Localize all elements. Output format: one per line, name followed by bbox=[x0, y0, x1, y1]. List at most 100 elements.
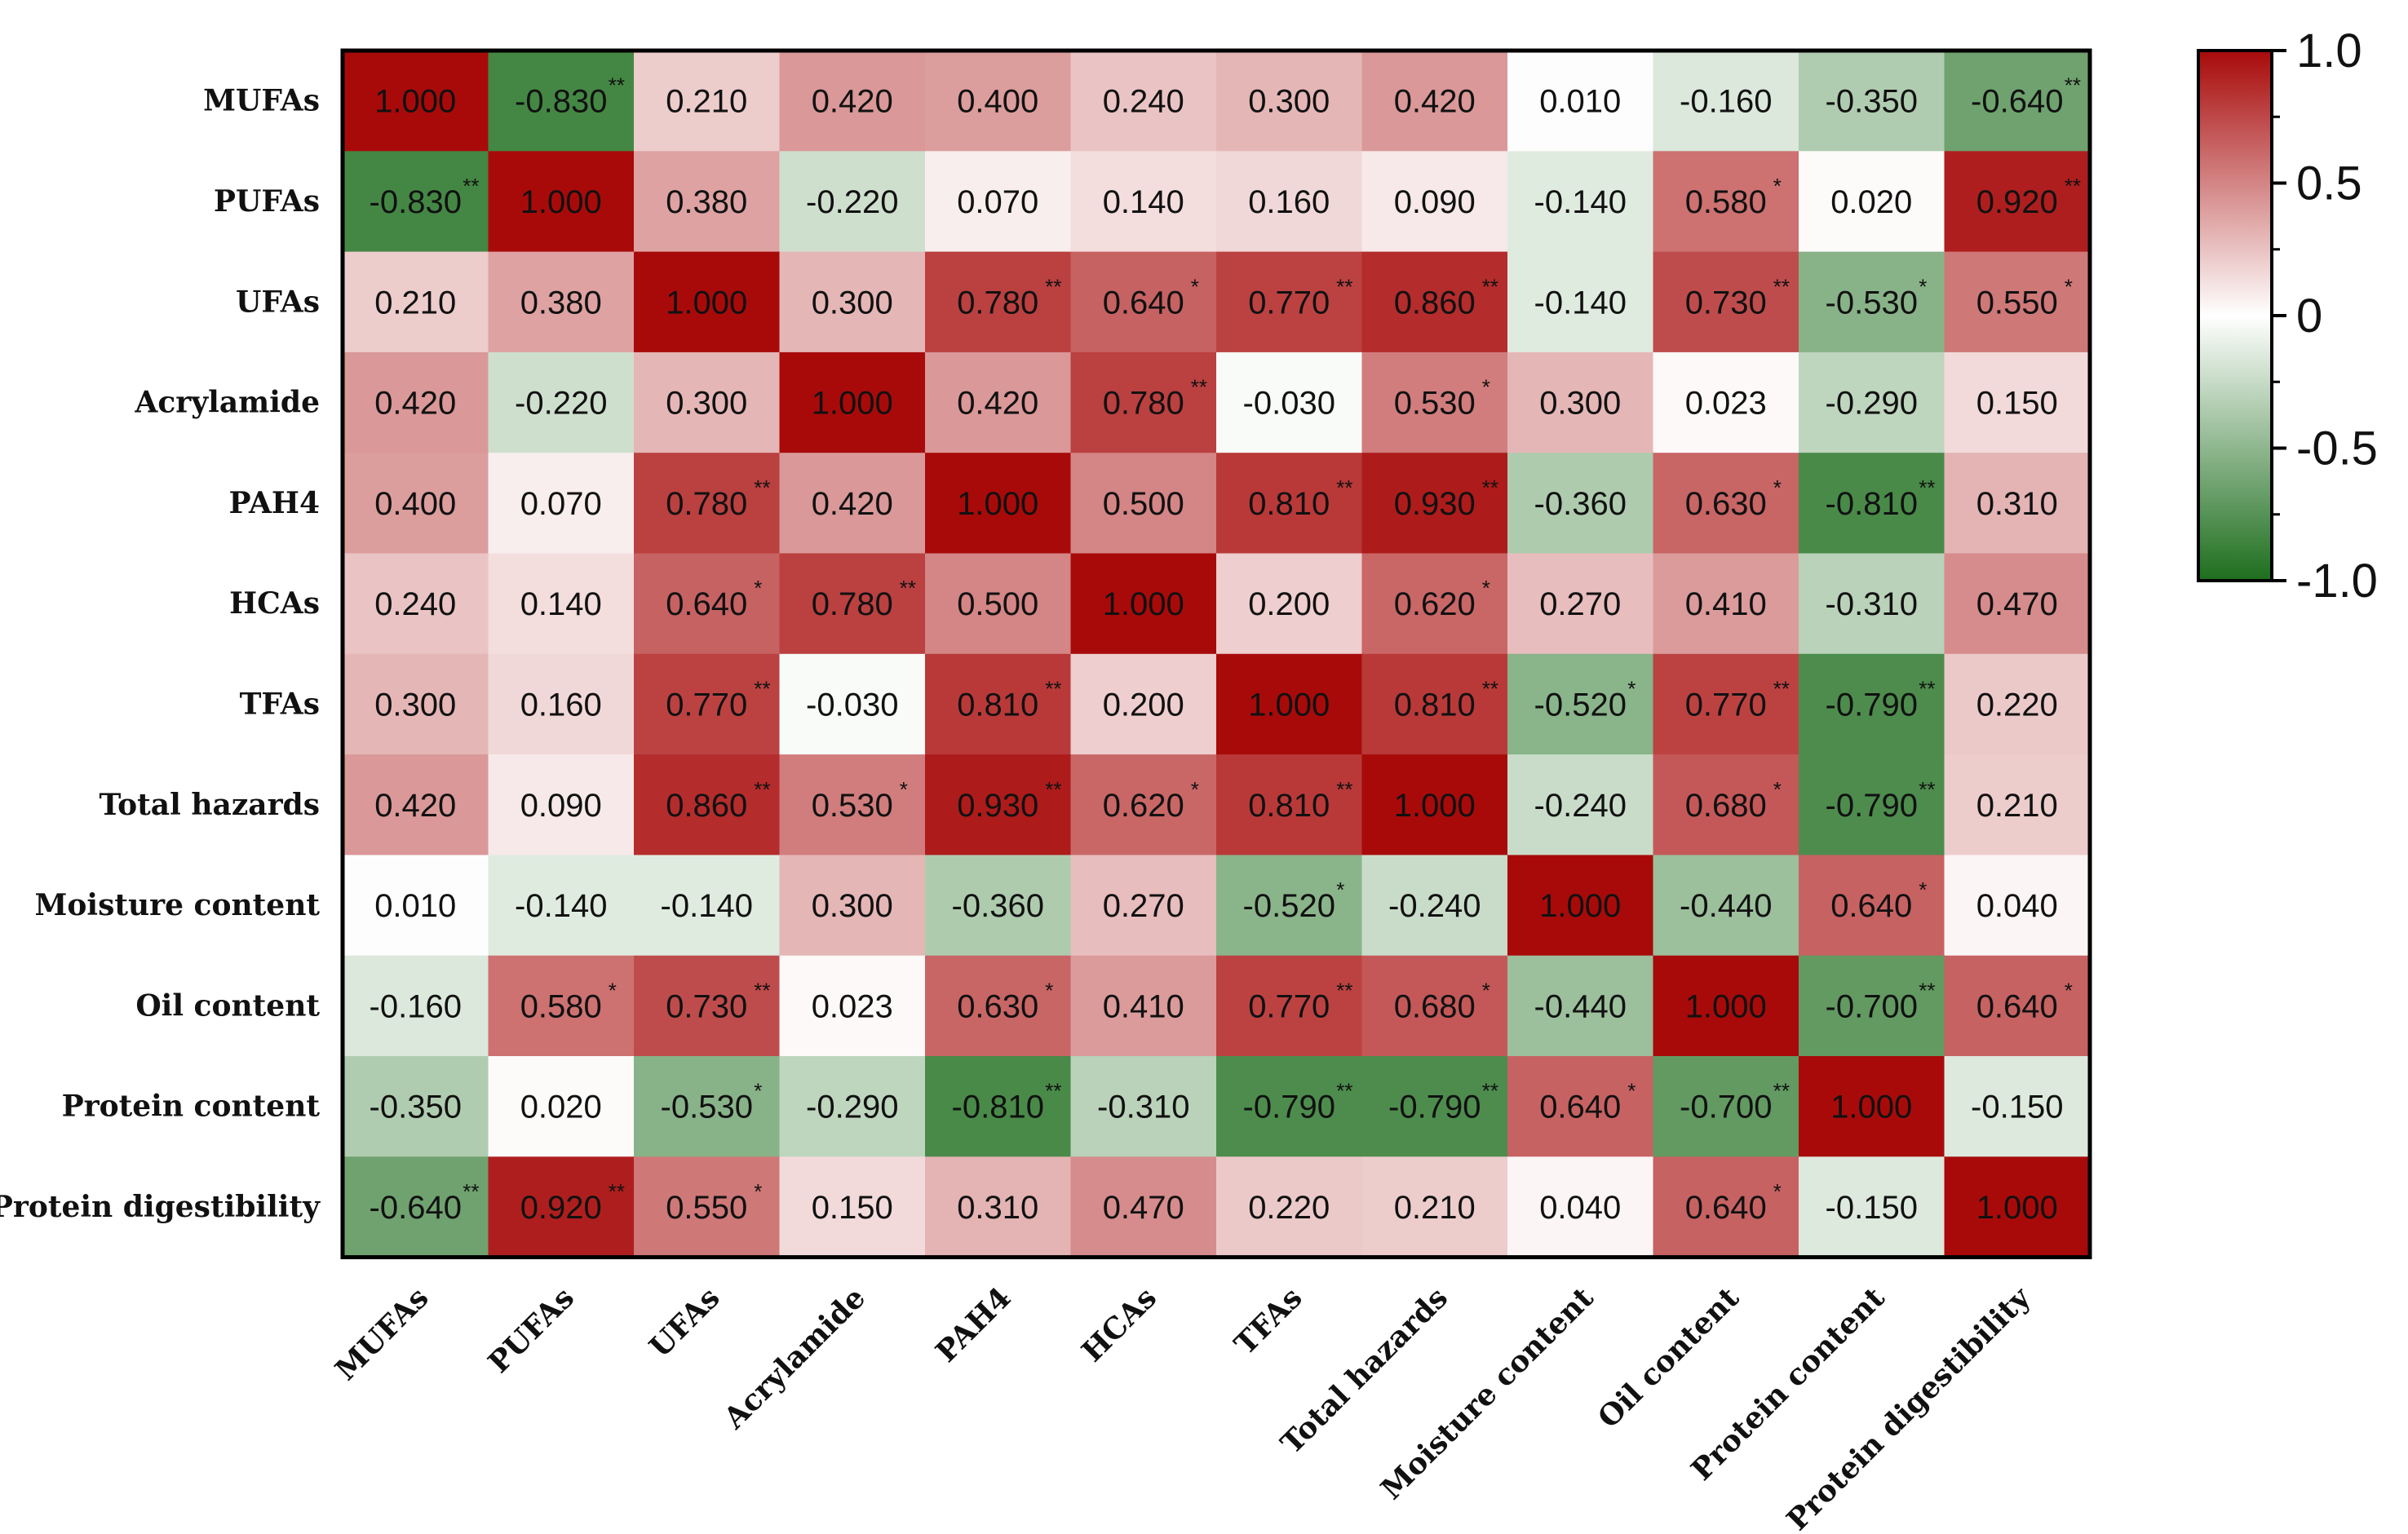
significance-marker: * bbox=[1773, 475, 1782, 500]
heatmap-cell bbox=[1799, 653, 1945, 755]
cell-value-label: -0.790 bbox=[1826, 687, 1918, 723]
heatmap-cell bbox=[1507, 1056, 1654, 1157]
row-label: HCAs bbox=[229, 586, 320, 621]
heatmap-cell bbox=[779, 51, 926, 152]
colorbar-tick-label: 1.0 bbox=[2296, 24, 2362, 77]
cell-value-label: -0.240 bbox=[1534, 788, 1627, 824]
cell-value-label: 0.550 bbox=[1976, 285, 2058, 321]
heatmap-cell bbox=[343, 251, 489, 353]
cell-value-label: 0.220 bbox=[1248, 1190, 1330, 1226]
heatmap-cell bbox=[1507, 553, 1654, 655]
cell-value-label: 1.000 bbox=[666, 285, 747, 321]
cell-value-label: -0.530 bbox=[661, 1090, 753, 1125]
colorbar-tick-label: -1.0 bbox=[2296, 555, 2378, 608]
heatmap-cell bbox=[1361, 453, 1508, 555]
significance-marker: ** bbox=[1336, 978, 1352, 1002]
significance-marker: * bbox=[1482, 375, 1490, 400]
heatmap-cell bbox=[925, 351, 1072, 453]
significance-marker: * bbox=[609, 978, 617, 1002]
heatmap-cell bbox=[1944, 251, 2091, 353]
heatmap-cell bbox=[488, 51, 635, 152]
colorbar-tick-label: 0 bbox=[2296, 290, 2322, 343]
heatmap-cell bbox=[488, 1156, 635, 1258]
heatmap-cell bbox=[1653, 51, 1799, 152]
cell-value-label: 0.420 bbox=[1394, 84, 1476, 120]
heatmap-cell bbox=[488, 653, 635, 755]
heatmap-cell bbox=[343, 351, 489, 453]
heatmap-cell bbox=[343, 151, 489, 253]
heatmap-cell bbox=[779, 553, 926, 655]
cell-value-label: 0.270 bbox=[1103, 888, 1184, 924]
cell-value-label: 0.580 bbox=[1685, 184, 1767, 220]
heatmap-cell bbox=[1361, 653, 1508, 755]
heatmap-cell bbox=[1944, 955, 2091, 1057]
cell-value-label: -0.830 bbox=[370, 184, 462, 220]
heatmap-cell bbox=[1216, 955, 1363, 1057]
colorbar-gradient bbox=[2197, 49, 2273, 582]
heatmap-cell bbox=[1070, 855, 1217, 957]
significance-marker: * bbox=[2065, 274, 2073, 298]
heatmap-cell bbox=[1216, 553, 1363, 655]
significance-marker: ** bbox=[1336, 475, 1352, 500]
cell-value-label: 0.640 bbox=[1685, 1190, 1767, 1226]
heatmap-cell bbox=[1507, 754, 1654, 855]
heatmap-cell bbox=[1944, 754, 2091, 855]
significance-marker: ** bbox=[1482, 1079, 1498, 1103]
heatmap-cell bbox=[1507, 653, 1654, 755]
heatmap-cell bbox=[1507, 955, 1654, 1057]
heatmap-cell bbox=[1361, 351, 1508, 453]
heatmap-cell bbox=[1799, 955, 1945, 1057]
cell-value-label: 0.530 bbox=[1394, 386, 1476, 422]
cell-value-label: 0.410 bbox=[1103, 988, 1184, 1024]
significance-marker: ** bbox=[1919, 475, 1935, 500]
cell-value-label: 0.780 bbox=[957, 285, 1038, 321]
cell-value-label: 0.010 bbox=[1539, 84, 1621, 120]
significance-marker: * bbox=[1773, 777, 1782, 802]
cell-value-label: -0.520 bbox=[1534, 687, 1627, 723]
cell-value-label: 0.640 bbox=[1976, 988, 2058, 1024]
heatmap-cell bbox=[1799, 553, 1945, 655]
cell-value-label: -0.790 bbox=[1388, 1090, 1481, 1125]
heatmap-cell bbox=[1216, 754, 1363, 855]
cell-value-label: 0.640 bbox=[1539, 1090, 1621, 1125]
significance-marker: ** bbox=[1336, 274, 1352, 298]
significance-marker: ** bbox=[1045, 1079, 1061, 1103]
significance-marker: ** bbox=[1773, 1079, 1790, 1103]
cell-value-label: 0.010 bbox=[374, 888, 456, 924]
cell-value-label: 0.810 bbox=[957, 687, 1038, 723]
cell-value-label: 0.550 bbox=[666, 1190, 747, 1226]
heatmap-cell bbox=[1653, 251, 1799, 353]
cell-value-label: 0.580 bbox=[520, 988, 602, 1024]
significance-marker: ** bbox=[754, 978, 770, 1002]
significance-marker: * bbox=[1191, 777, 1199, 802]
heatmap-cell bbox=[1216, 855, 1363, 957]
column-label: Protein digestibility bbox=[1780, 1280, 2038, 1534]
heatmap-cell bbox=[1070, 251, 1217, 353]
heatmap-cell bbox=[925, 1056, 1072, 1157]
cell-value-label: -0.310 bbox=[1097, 1090, 1189, 1125]
cell-value-label: -0.160 bbox=[370, 988, 462, 1024]
column-label: PAH4 bbox=[929, 1280, 1018, 1369]
significance-marker: * bbox=[900, 777, 908, 802]
heatmap-cell-labels: 1.000 -0.830 ** 0.210 0.420 0.400 0.240 0.300 0.… bbox=[370, 73, 2081, 1226]
significance-marker: * bbox=[2065, 978, 2073, 1002]
cell-value-label: 0.470 bbox=[1103, 1190, 1184, 1226]
column-label: MUFAs bbox=[329, 1280, 436, 1387]
row-label: Moisture content bbox=[35, 888, 321, 922]
cell-value-label: -0.350 bbox=[370, 1090, 462, 1125]
cell-value-label: -0.350 bbox=[1826, 84, 1918, 120]
heatmap-cell bbox=[488, 1056, 635, 1157]
heatmap-cell bbox=[634, 653, 781, 755]
significance-marker: ** bbox=[1336, 1079, 1352, 1103]
heatmap-cell bbox=[343, 653, 489, 755]
cell-value-label: 0.420 bbox=[812, 84, 893, 120]
cell-value-label: 0.300 bbox=[374, 687, 456, 723]
cell-value-label: 0.620 bbox=[1394, 586, 1476, 622]
colorbar-tick-label: 0.5 bbox=[2296, 157, 2362, 210]
column-label: UFAs bbox=[643, 1280, 727, 1364]
cell-value-label: 1.000 bbox=[812, 386, 893, 422]
heatmap-cell bbox=[1070, 51, 1217, 152]
cell-value-label: -0.160 bbox=[1680, 84, 1772, 120]
significance-marker: * bbox=[754, 1179, 762, 1204]
heatmap-cell bbox=[634, 855, 781, 957]
